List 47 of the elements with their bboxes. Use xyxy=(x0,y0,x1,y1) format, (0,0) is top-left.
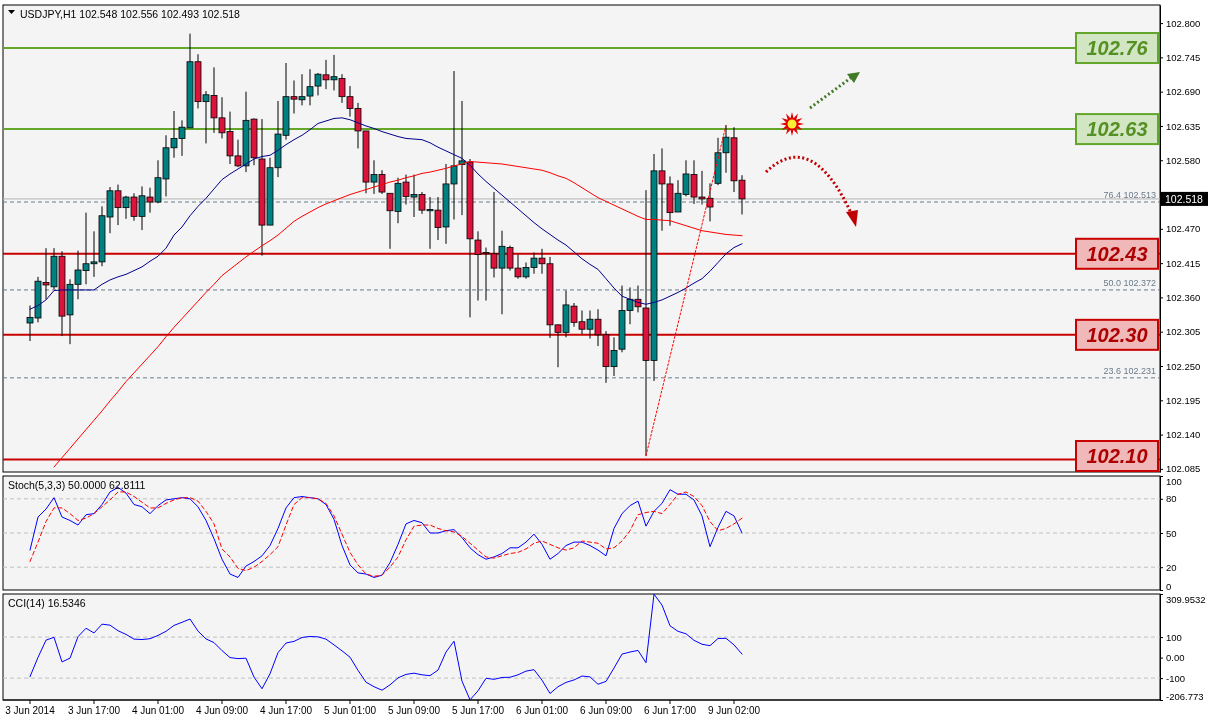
x-tick-label: 4 Jun 01:00 xyxy=(131,705,185,717)
ref-line-label: 76.4 102.513 xyxy=(1103,190,1156,201)
y-tick-label: 102.580 xyxy=(1166,154,1201,166)
ref-line-label: 102.518 xyxy=(1165,192,1204,205)
y-tick-label: 0 xyxy=(1166,580,1172,592)
y-tick-label: 102.250 xyxy=(1166,360,1201,372)
y-tick-label: 80 xyxy=(1166,493,1177,505)
x-tick-label: 5 Jun 01:00 xyxy=(323,705,377,717)
y-tick-label: 102.360 xyxy=(1166,291,1201,303)
x-tick-label: 6 Jun 09:00 xyxy=(579,705,633,717)
ref-line-label: 23.6 102.231 xyxy=(1103,365,1156,376)
y-tick-label: 102.305 xyxy=(1166,326,1201,338)
x-tick-label: 3 Jun 2014 xyxy=(5,705,56,717)
y-tick-label: 102.745 xyxy=(1166,51,1201,63)
y-tick-label: 20 xyxy=(1166,561,1177,573)
y-tick-label: 102.635 xyxy=(1166,120,1201,132)
y-tick-label: 100 xyxy=(1166,476,1182,488)
chart-title: Stoch(5,3,3) 50.0000 62.8111 xyxy=(8,479,146,491)
x-tick-label: 6 Jun 17:00 xyxy=(643,705,697,717)
y-tick-label: 102.470 xyxy=(1166,223,1201,235)
ref-line-label: 102.10 xyxy=(1086,445,1148,467)
chart-title: CCI(14) 16.5346 xyxy=(8,597,86,609)
x-tick-label: 4 Jun 17:00 xyxy=(259,705,313,717)
x-tick-label: 5 Jun 17:00 xyxy=(451,705,505,717)
x-tick-label: 3 Jun 17:00 xyxy=(67,705,121,717)
y-tick-label: 102.140 xyxy=(1166,429,1201,441)
y-tick-label: 102.415 xyxy=(1166,257,1201,269)
chart-title: USDJPY,H1 102.548 102.556 102.493 102.518 xyxy=(20,8,241,20)
x-tick-label: 4 Jun 09:00 xyxy=(195,705,249,717)
ref-line-label: 102.30 xyxy=(1086,323,1148,346)
y-tick-label: 102.690 xyxy=(1166,86,1201,98)
x-tick-label: 9 Jun 02:00 xyxy=(707,705,761,717)
ref-line-label: 102.76 xyxy=(1086,37,1149,60)
y-tick-label: 0.00 xyxy=(1166,652,1185,664)
x-tick-label: 6 Jun 01:00 xyxy=(515,705,569,717)
y-tick-label: 100 xyxy=(1166,631,1182,643)
y-tick-label: -100 xyxy=(1166,672,1186,684)
y-tick-label: 50 xyxy=(1166,527,1177,539)
ref-line-label: 50.0 102.372 xyxy=(1103,277,1156,288)
y-tick-label: 102.800 xyxy=(1166,17,1201,29)
ref-line-label: 102.43 xyxy=(1086,242,1148,265)
y-tick-label: 102.085 xyxy=(1166,463,1201,475)
y-tick-label: 309.9532 xyxy=(1166,594,1206,606)
y-tick-label: 102.195 xyxy=(1166,394,1201,406)
x-tick-label: 5 Jun 09:00 xyxy=(387,705,441,717)
y-tick-label: -206.773 xyxy=(1166,690,1204,702)
ref-line-label: 102.63 xyxy=(1086,118,1148,141)
